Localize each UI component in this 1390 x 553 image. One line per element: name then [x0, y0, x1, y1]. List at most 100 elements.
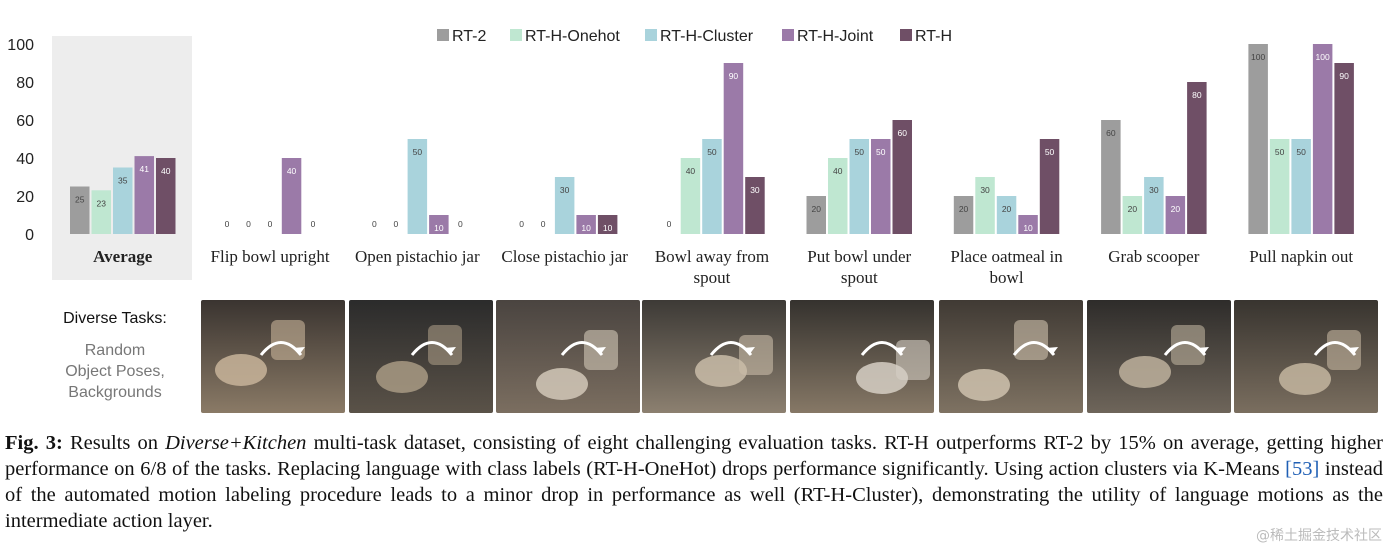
bar-value-label: 0 — [311, 219, 316, 229]
bar — [113, 167, 133, 234]
category-label: Pull napkin out — [1249, 247, 1353, 266]
bar-value-label: 40 — [686, 166, 696, 176]
y-tick-label: 20 — [16, 189, 34, 206]
category-label: spout — [694, 268, 731, 287]
bar — [996, 196, 1017, 234]
y-tick-label: 80 — [16, 75, 34, 92]
bar — [407, 139, 428, 234]
bar-value-label: 0 — [458, 219, 463, 229]
bar — [1039, 139, 1060, 234]
bar-value-label: 41 — [140, 164, 150, 174]
bar-value-label: 30 — [980, 185, 990, 195]
bar — [576, 215, 596, 234]
tasks-panel-subtitle: Random Object Poses, Backgrounds — [40, 340, 190, 403]
bar-value-label: 100 — [1316, 52, 1330, 62]
category-label: Place oatmeal in — [950, 247, 1063, 266]
bar-value-label: 0 — [541, 219, 546, 229]
legend-label: RT-H-Joint — [797, 28, 874, 45]
category-label: Flip bowl upright — [211, 247, 330, 266]
bar-value-label: 0 — [225, 219, 230, 229]
legend-label: RT-H-Cluster — [660, 28, 754, 45]
task-photo — [201, 300, 345, 413]
bar-value-label: 20 — [1171, 204, 1181, 214]
bar-value-label: 100 — [1251, 52, 1265, 62]
bar-value-label: 20 — [812, 204, 822, 214]
bar — [745, 177, 765, 234]
bar — [429, 215, 449, 234]
bar — [1269, 139, 1290, 234]
legend-swatch — [782, 29, 794, 41]
bar — [1122, 196, 1143, 234]
legend-label: RT-H-Onehot — [525, 28, 620, 45]
bar — [1101, 120, 1121, 234]
bar-value-label: 30 — [1149, 185, 1159, 195]
caption-label: Fig. 3: — [5, 432, 63, 454]
bar-value-label: 35 — [118, 176, 128, 186]
bar — [597, 215, 618, 234]
category-label: spout — [841, 268, 878, 287]
bar — [1291, 139, 1311, 234]
caption-dataset-name: Diverse+Kitchen — [165, 432, 307, 454]
bar — [953, 196, 974, 234]
bar — [871, 139, 891, 234]
bar-value-label: 90 — [729, 71, 739, 81]
category-label: Average — [93, 247, 153, 266]
bar — [1018, 215, 1038, 234]
legend-swatch — [437, 29, 449, 41]
bar — [281, 158, 302, 234]
caption-text: instead of the automated motion labeling… — [5, 458, 1383, 532]
bar-value-label: 90 — [1339, 71, 1349, 81]
category-label: Grab scooper — [1108, 247, 1199, 266]
task-photo — [349, 300, 493, 413]
bar-value-label: 60 — [898, 128, 908, 138]
bar — [828, 158, 848, 234]
bar-value-label: 40 — [161, 166, 171, 176]
bar — [680, 158, 701, 234]
bar — [554, 177, 575, 234]
y-tick-label: 0 — [25, 227, 34, 244]
bar-value-label: 50 — [1045, 147, 1055, 157]
bar-value-label: 20 — [1128, 204, 1138, 214]
citation-link[interactable]: [53] — [1285, 458, 1320, 480]
bar — [806, 196, 826, 234]
bar-value-label: 25 — [75, 195, 85, 205]
bar — [91, 190, 111, 234]
bar-value-label: 50 — [1275, 147, 1285, 157]
bar-value-label: 30 — [560, 185, 570, 195]
tasks-panel-subtitle-line: Object Poses, — [65, 363, 165, 380]
bar — [1334, 63, 1354, 234]
bar — [892, 120, 912, 234]
bar-value-label: 0 — [393, 219, 398, 229]
bar-value-label: 50 — [707, 147, 717, 157]
bar-value-label: 50 — [855, 147, 865, 157]
bar-value-label: 10 — [1023, 223, 1033, 233]
tasks-panel-title: Diverse Tasks: — [63, 310, 167, 327]
bar — [1312, 44, 1333, 234]
bar-value-label: 80 — [1192, 90, 1202, 100]
legend-label: RT-H — [915, 28, 952, 45]
bar-value-label: 0 — [519, 219, 524, 229]
legend-swatch — [645, 29, 657, 41]
category-label: Close pistachio jar — [501, 247, 628, 266]
bar — [849, 139, 869, 234]
bar-value-label: 10 — [434, 223, 444, 233]
category-label: Open pistachio jar — [355, 247, 480, 266]
bar-value-label: 0 — [268, 219, 273, 229]
bar-value-label: 10 — [581, 223, 591, 233]
caption-text: multi-task dataset, consisting of eight … — [5, 432, 1383, 480]
legend-swatch — [510, 29, 522, 41]
bar-value-label: 40 — [287, 166, 297, 176]
legend-label: RT-2 — [452, 28, 486, 45]
bar — [134, 156, 154, 234]
bar — [1187, 82, 1207, 234]
bar-value-label: 20 — [1002, 204, 1012, 214]
bar-value-label: 60 — [1106, 128, 1116, 138]
bar-value-label: 10 — [603, 223, 613, 233]
bar — [723, 63, 744, 234]
watermark: @稀土掘金技术社区 — [1256, 528, 1382, 544]
category-label: bowl — [990, 268, 1024, 287]
bar — [1144, 177, 1164, 234]
task-photo — [642, 300, 786, 413]
y-tick-label: 60 — [16, 113, 34, 130]
